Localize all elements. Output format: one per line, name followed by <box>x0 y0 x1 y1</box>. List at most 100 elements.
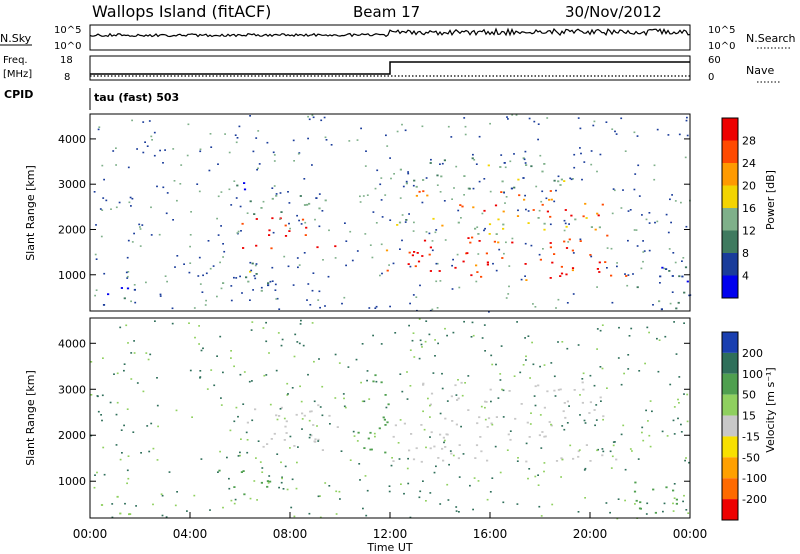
heatmap-cell <box>541 170 544 173</box>
heatmap-cell <box>381 216 384 218</box>
heatmap-cell <box>439 191 442 193</box>
heatmap-cell <box>533 395 536 397</box>
heatmap-cell <box>485 401 488 403</box>
heatmap-cell <box>251 262 254 265</box>
heatmap-cell <box>534 475 537 478</box>
heatmap-cell <box>101 394 104 397</box>
heatmap-cell <box>502 416 505 418</box>
heatmap-cell <box>274 283 277 286</box>
heatmap-cell <box>630 327 633 330</box>
heatmap-cell <box>113 373 115 375</box>
heatmap-cell <box>579 414 581 416</box>
colorbar-swatch <box>722 478 738 500</box>
heatmap-cell <box>288 202 291 204</box>
heatmap-cell <box>507 118 509 120</box>
heatmap-cell <box>490 354 493 357</box>
heatmap-cell <box>543 406 546 409</box>
heatmap-cell <box>484 227 486 230</box>
heatmap-cell <box>422 410 424 413</box>
heatmap-cell <box>94 474 96 476</box>
heatmap-cell <box>126 482 128 485</box>
heatmap-cell <box>217 163 219 165</box>
heatmap-cell <box>561 425 564 427</box>
heatmap-cell <box>472 508 474 511</box>
colorbar-swatch <box>722 415 738 437</box>
heatmap-cell <box>475 264 478 267</box>
heatmap-cell <box>569 177 572 180</box>
heatmap-cell <box>601 203 604 206</box>
heatmap-cell <box>652 304 654 306</box>
heatmap-cell <box>550 198 553 201</box>
heatmap-cell <box>651 410 653 413</box>
heatmap-cell <box>407 482 410 485</box>
heatmap-cell <box>364 233 367 235</box>
heatmap-cell <box>484 350 486 352</box>
heatmap-cell <box>516 503 519 505</box>
heatmap-cell <box>293 160 295 162</box>
heatmap-cell <box>116 401 119 404</box>
heatmap-cell <box>642 439 645 442</box>
date-title: 30/Nov/2012 <box>565 3 662 21</box>
heatmap-cell <box>551 503 554 506</box>
heatmap-cell <box>452 331 455 334</box>
heatmap-cell <box>404 129 407 132</box>
heatmap-cell <box>410 433 413 435</box>
heatmap-cell <box>453 187 455 189</box>
cpid-text: tau (fast) 503 <box>94 91 179 104</box>
heatmap-cell <box>537 474 539 476</box>
heatmap-cell <box>572 293 575 295</box>
heatmap-cell <box>602 418 604 421</box>
heatmap-cell <box>516 321 518 323</box>
heatmap-cell <box>594 228 597 231</box>
colorbar-tick-label: 100 <box>742 368 763 381</box>
heatmap-cell <box>413 251 416 253</box>
heatmap-cell <box>317 299 320 301</box>
heatmap-cell <box>365 514 368 517</box>
heatmap-cell <box>268 352 270 354</box>
heatmap-cell <box>467 375 470 377</box>
colorbar-frame <box>721 331 739 521</box>
heatmap-cell <box>581 378 584 380</box>
heatmap-cell <box>554 395 557 397</box>
heatmap-cell <box>339 498 341 500</box>
heatmap-cell <box>641 214 643 216</box>
heatmap-cell <box>251 419 254 422</box>
heatmap-cell <box>209 133 212 135</box>
heatmap-cell <box>156 459 159 461</box>
heatmap-cell <box>540 447 543 449</box>
heatmap-cell <box>535 185 538 188</box>
heatmap-cell <box>500 191 503 193</box>
heatmap-cell <box>516 215 520 217</box>
heatmap-cell <box>380 343 383 345</box>
heatmap-cell <box>620 383 623 386</box>
heatmap-cell <box>549 215 552 218</box>
heatmap-cell <box>561 341 564 343</box>
colorbar-swatch <box>722 140 738 163</box>
heatmap-cell <box>255 263 258 265</box>
heatmap-cell <box>235 141 238 144</box>
heatmap-cell <box>648 222 651 224</box>
heatmap-cell <box>274 289 277 291</box>
heatmap-cell <box>253 480 256 482</box>
heatmap-cell <box>129 196 132 199</box>
heatmap-cell <box>684 459 686 462</box>
heatmap-cell <box>385 406 388 409</box>
heatmap-cell <box>421 125 424 128</box>
heatmap-cell <box>254 408 257 411</box>
heatmap-cell <box>573 153 576 156</box>
power-frame <box>89 113 691 312</box>
heatmap-cell <box>190 211 192 213</box>
heatmap-cell <box>396 130 399 133</box>
nave-tick-bottom: 0 <box>708 72 714 83</box>
heatmap-cell <box>297 446 299 448</box>
heatmap-cell <box>313 400 316 403</box>
heatmap-cell <box>392 460 395 462</box>
nave-tick-top: 60 <box>708 55 721 66</box>
velocity-ylabel: Slant Range [km] <box>24 370 37 466</box>
heatmap-cell <box>516 460 519 462</box>
heatmap-cell <box>686 420 689 423</box>
heatmap-cell <box>317 495 320 498</box>
x-tick-label: 04:00 <box>173 527 208 541</box>
heatmap-cell <box>359 479 361 481</box>
heatmap-cell <box>307 283 310 285</box>
